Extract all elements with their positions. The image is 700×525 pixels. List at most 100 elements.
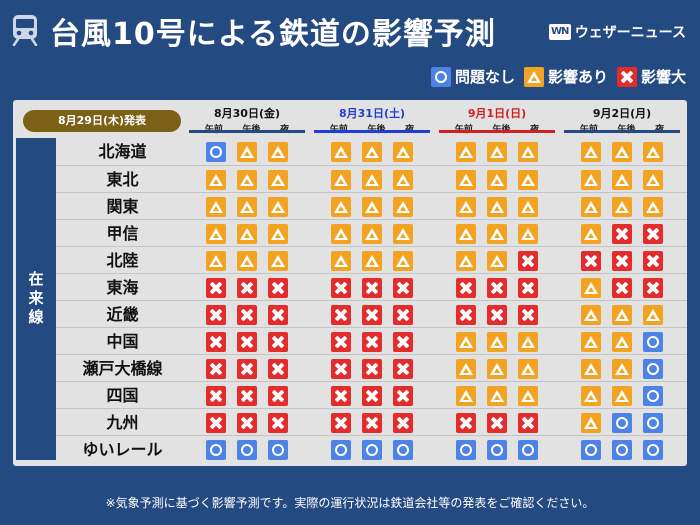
triangle-warning-icon	[331, 223, 351, 244]
cross-major-icon	[331, 358, 351, 379]
cross-major-icon	[393, 277, 413, 298]
cross-major-icon	[393, 358, 413, 379]
brand-name: ウェザーニュース	[574, 25, 686, 41]
triangle-warning-icon	[581, 169, 601, 190]
cross-major-icon	[237, 358, 257, 379]
triangle-warning-icon	[268, 169, 288, 190]
cross-major-icon	[331, 304, 351, 325]
cross-major-icon	[393, 304, 413, 325]
triangle-warning-icon	[581, 141, 601, 162]
triangle-warning-icon	[643, 196, 663, 217]
day-cell	[189, 247, 305, 274]
circle-icon	[430, 66, 451, 87]
day-label: 8月31日(土)	[338, 107, 406, 120]
triangle-warning-icon	[206, 223, 226, 244]
triangle-warning-icon	[237, 223, 257, 244]
circle-ok-icon	[612, 412, 632, 433]
triangle-warning-icon	[487, 331, 507, 352]
day-cell	[189, 274, 305, 301]
cross-major-icon	[643, 250, 663, 271]
triangle-warning-icon	[456, 250, 476, 271]
day-cell	[314, 166, 430, 193]
triangle-warning-icon	[581, 277, 601, 298]
legend-item-affected: 影響あり	[523, 66, 608, 87]
day-cell	[189, 409, 305, 436]
circle-ok-icon	[612, 439, 632, 460]
cross-major-icon	[268, 304, 288, 325]
triangle-warning-icon	[393, 223, 413, 244]
triangle-warning-icon	[581, 196, 601, 217]
table-row: 北海道	[56, 138, 687, 165]
triangle-warning-icon	[581, 223, 601, 244]
line-name: 東海	[106, 278, 139, 297]
triangle-warning-icon	[393, 250, 413, 271]
train-icon	[12, 15, 38, 46]
day-cell	[564, 220, 680, 247]
day-cell	[439, 382, 555, 409]
circle-ok-icon	[362, 439, 382, 460]
day-cell	[314, 220, 430, 247]
day-cell	[314, 409, 430, 436]
table-row: 近畿	[56, 300, 687, 328]
day-cell	[439, 138, 555, 165]
circle-ok-icon	[237, 439, 257, 460]
period-labels: 午前 午後 夜	[314, 122, 430, 135]
day-cell	[439, 247, 555, 274]
period-label: 午後	[617, 122, 635, 135]
period-label: 午前	[455, 122, 473, 135]
circle-ok-icon	[581, 439, 601, 460]
triangle-warning-icon	[393, 196, 413, 217]
triangle-warning-icon	[643, 304, 663, 325]
cross-major-icon	[237, 412, 257, 433]
day-cell	[189, 220, 305, 247]
triangle-warning-icon	[362, 141, 382, 162]
table-row: 東北	[56, 165, 687, 193]
triangle-warning-icon	[518, 223, 538, 244]
day-cell	[439, 193, 555, 220]
day-cell	[564, 382, 680, 409]
triangle-warning-icon	[487, 385, 507, 406]
period-label: 夜	[405, 122, 414, 135]
period-label: 午前	[580, 122, 598, 135]
table-row: 四国	[56, 381, 687, 409]
cross-major-icon	[237, 331, 257, 352]
day-cell	[314, 436, 430, 463]
triangle-warning-icon	[268, 141, 288, 162]
footnote: ※気象予測に基づく影響予測です。実際の運行状況は鉄道会社等の発表をご確認ください…	[105, 496, 595, 510]
period-label: 午前	[205, 122, 223, 135]
day-cell	[189, 382, 305, 409]
triangle-warning-icon	[581, 412, 601, 433]
circle-ok-icon	[268, 439, 288, 460]
triangle-warning-icon	[237, 169, 257, 190]
day-cell	[314, 301, 430, 328]
triangle-warning-icon	[612, 141, 632, 162]
day-cell	[564, 436, 680, 463]
triangle-warning-icon	[518, 358, 538, 379]
day-underline	[314, 130, 430, 133]
cross-major-icon	[362, 385, 382, 406]
cross-major-icon	[456, 277, 476, 298]
day-cell	[564, 274, 680, 301]
triangle-warning-icon	[362, 196, 382, 217]
circle-ok-icon	[518, 439, 538, 460]
triangle-warning-icon	[612, 358, 632, 379]
triangle-warning-icon	[643, 169, 663, 190]
cross-major-icon	[362, 304, 382, 325]
circle-ok-icon	[206, 141, 226, 162]
triangle-icon	[523, 66, 544, 87]
cross-major-icon	[393, 331, 413, 352]
circle-ok-icon	[643, 358, 663, 379]
legend-item-major: 影響大	[616, 66, 686, 87]
triangle-warning-icon	[237, 250, 257, 271]
day-cell	[564, 328, 680, 355]
day-cell	[439, 274, 555, 301]
circle-ok-icon	[643, 331, 663, 352]
line-name: ゆいレール	[82, 440, 163, 459]
triangle-warning-icon	[456, 169, 476, 190]
day-cell	[314, 193, 430, 220]
legend: 問題なし 影響あり 影響大	[422, 66, 686, 87]
cross-major-icon	[393, 385, 413, 406]
cross-major-icon	[237, 304, 257, 325]
line-name: 中国	[106, 332, 139, 351]
triangle-warning-icon	[362, 169, 382, 190]
